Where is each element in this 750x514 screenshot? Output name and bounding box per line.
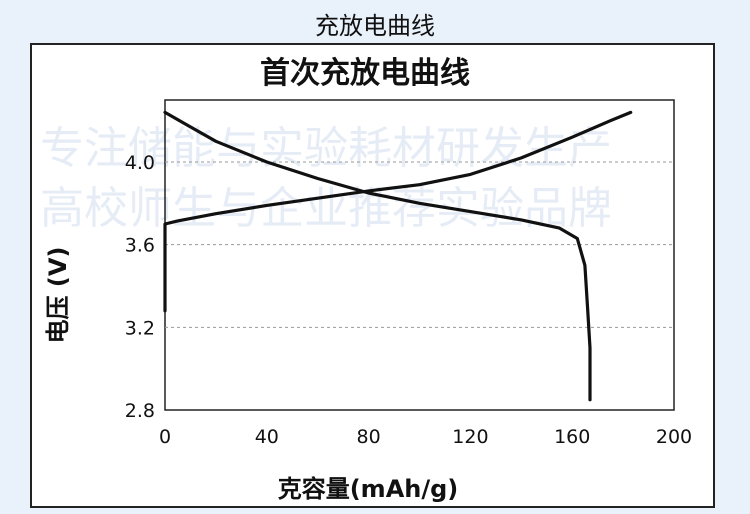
curves — [163, 110, 633, 402]
watermark-line-1: 专注储能与实验耗材研发生产 — [40, 123, 612, 174]
chart-title: 首次充放电曲线 — [260, 56, 470, 91]
charge-curve — [163, 110, 633, 313]
page-caption: 充放电曲线 — [315, 12, 435, 40]
y-axis-title: 电压 (V) — [44, 247, 72, 344]
x-axis-title: 克容量(mAh/g) — [278, 475, 459, 503]
charge-discharge-chart: 专注储能与实验耗材研发生产 高校师生与企业推荐实验品牌 首次充放电曲线 0 40 8… — [40, 56, 692, 503]
x-tick-label-2: 80 — [357, 426, 381, 448]
watermark-line-2: 高校师生与企业推荐实验品牌 — [40, 183, 612, 234]
y-tick-label-0: 2.8 — [125, 400, 155, 422]
x-tick-label-0: 0 — [159, 426, 171, 448]
y-tick-labels: 2.8 3.2 3.6 4.0 — [125, 152, 155, 422]
x-tick-labels: 0 40 80 120 160 200 — [159, 426, 692, 448]
y-tick-label-3: 4.0 — [125, 152, 155, 174]
x-tick-label-4: 160 — [554, 426, 590, 448]
discharge-curve — [163, 110, 592, 402]
x-tick-label-5: 200 — [656, 426, 692, 448]
grid-lines — [165, 161, 674, 328]
chart-frame: 专注储能与实验耗材研发生产 高校师生与企业推荐实验品牌 首次充放电曲线 0 40 8… — [30, 43, 715, 508]
y-tick-label-2: 3.6 — [125, 235, 155, 257]
x-tick-label-3: 120 — [452, 426, 488, 448]
y-tick-label-1: 3.2 — [125, 317, 155, 339]
x-tick-label-1: 40 — [255, 426, 279, 448]
